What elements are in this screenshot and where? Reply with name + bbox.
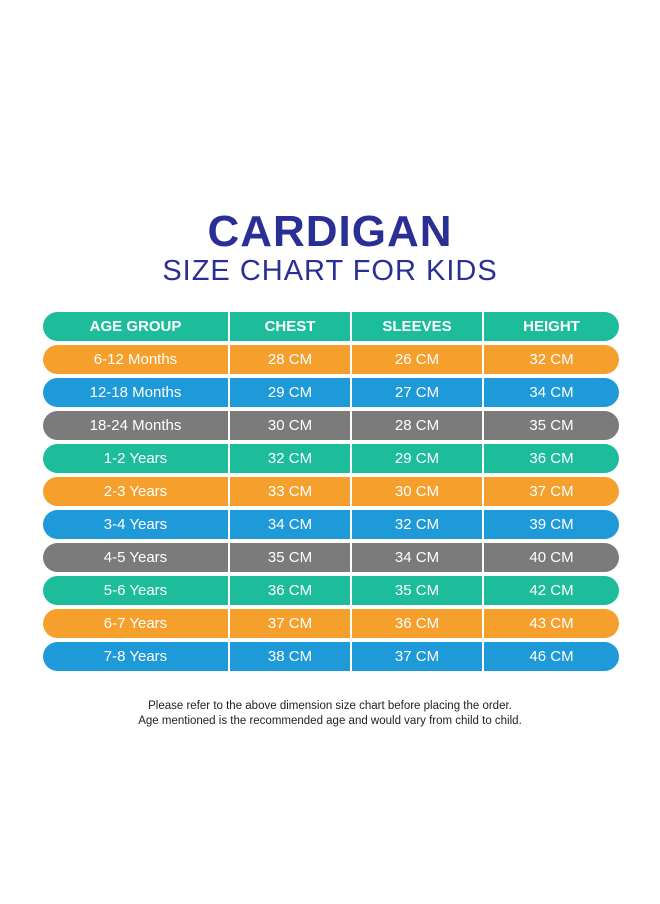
sleeves-cell: 34 CM: [350, 543, 482, 572]
page-subtitle: SIZE CHART FOR KIDS: [162, 255, 498, 287]
footnote-line: Please refer to the above dimension size…: [148, 700, 512, 712]
height-cell: 37 CM: [482, 477, 619, 506]
height-cell: 36 CM: [482, 444, 619, 473]
age-group-cell: 18-24 Months: [43, 411, 228, 440]
age-group-cell: 12-18 Months: [43, 378, 228, 407]
table-row: 18-24 Months 30 CM 28 CM 35 CM: [43, 411, 619, 440]
height-cell: 35 CM: [482, 411, 619, 440]
sleeves-cell: 37 CM: [350, 642, 482, 671]
table-row: 6-12 Months 28 CM 26 CM 32 CM: [43, 345, 619, 374]
chest-cell: 29 CM: [228, 378, 350, 407]
header-sleeves: SLEEVES: [350, 312, 482, 341]
table-row: 5-6 Years 36 CM 35 CM 42 CM: [43, 576, 619, 605]
chest-cell: 32 CM: [228, 444, 350, 473]
chest-cell: 30 CM: [228, 411, 350, 440]
table-row: 2-3 Years 33 CM 30 CM 37 CM: [43, 477, 619, 506]
table-row: 12-18 Months 29 CM 27 CM 34 CM: [43, 378, 619, 407]
height-cell: 43 CM: [482, 609, 619, 638]
sleeves-cell: 27 CM: [350, 378, 482, 407]
table-header-row: AGE GROUP CHEST SLEEVES HEIGHT: [43, 312, 619, 341]
footnote-line: Age mentioned is the recommended age and…: [138, 715, 522, 727]
age-group-cell: 6-12 Months: [43, 345, 228, 374]
page-title: CARDIGAN: [207, 207, 453, 256]
sleeves-cell: 29 CM: [350, 444, 482, 473]
footnote: Please refer to the above dimension size…: [0, 699, 660, 729]
chest-cell: 38 CM: [228, 642, 350, 671]
height-cell: 34 CM: [482, 378, 619, 407]
sleeves-cell: 28 CM: [350, 411, 482, 440]
sleeves-cell: 32 CM: [350, 510, 482, 539]
height-cell: 46 CM: [482, 642, 619, 671]
sleeves-cell: 26 CM: [350, 345, 482, 374]
table-row: 1-2 Years 32 CM 29 CM 36 CM: [43, 444, 619, 473]
chest-cell: 36 CM: [228, 576, 350, 605]
header-age-group: AGE GROUP: [43, 312, 228, 341]
chest-cell: 33 CM: [228, 477, 350, 506]
chest-cell: 28 CM: [228, 345, 350, 374]
age-group-cell: 5-6 Years: [43, 576, 228, 605]
age-group-cell: 7-8 Years: [43, 642, 228, 671]
age-group-cell: 4-5 Years: [43, 543, 228, 572]
height-cell: 39 CM: [482, 510, 619, 539]
table-row: 4-5 Years 35 CM 34 CM 40 CM: [43, 543, 619, 572]
height-cell: 40 CM: [482, 543, 619, 572]
height-cell: 42 CM: [482, 576, 619, 605]
chest-cell: 35 CM: [228, 543, 350, 572]
chest-cell: 34 CM: [228, 510, 350, 539]
header-chest: CHEST: [228, 312, 350, 341]
age-group-cell: 2-3 Years: [43, 477, 228, 506]
age-group-cell: 1-2 Years: [43, 444, 228, 473]
size-table: AGE GROUP CHEST SLEEVES HEIGHT 6-12 Mont…: [43, 312, 619, 675]
sleeves-cell: 36 CM: [350, 609, 482, 638]
age-group-cell: 3-4 Years: [43, 510, 228, 539]
sleeves-cell: 35 CM: [350, 576, 482, 605]
sleeves-cell: 30 CM: [350, 477, 482, 506]
header-height: HEIGHT: [482, 312, 619, 341]
table-row: 6-7 Years 37 CM 36 CM 43 CM: [43, 609, 619, 638]
height-cell: 32 CM: [482, 345, 619, 374]
chest-cell: 37 CM: [228, 609, 350, 638]
table-row: 7-8 Years 38 CM 37 CM 46 CM: [43, 642, 619, 671]
table-row: 3-4 Years 34 CM 32 CM 39 CM: [43, 510, 619, 539]
age-group-cell: 6-7 Years: [43, 609, 228, 638]
